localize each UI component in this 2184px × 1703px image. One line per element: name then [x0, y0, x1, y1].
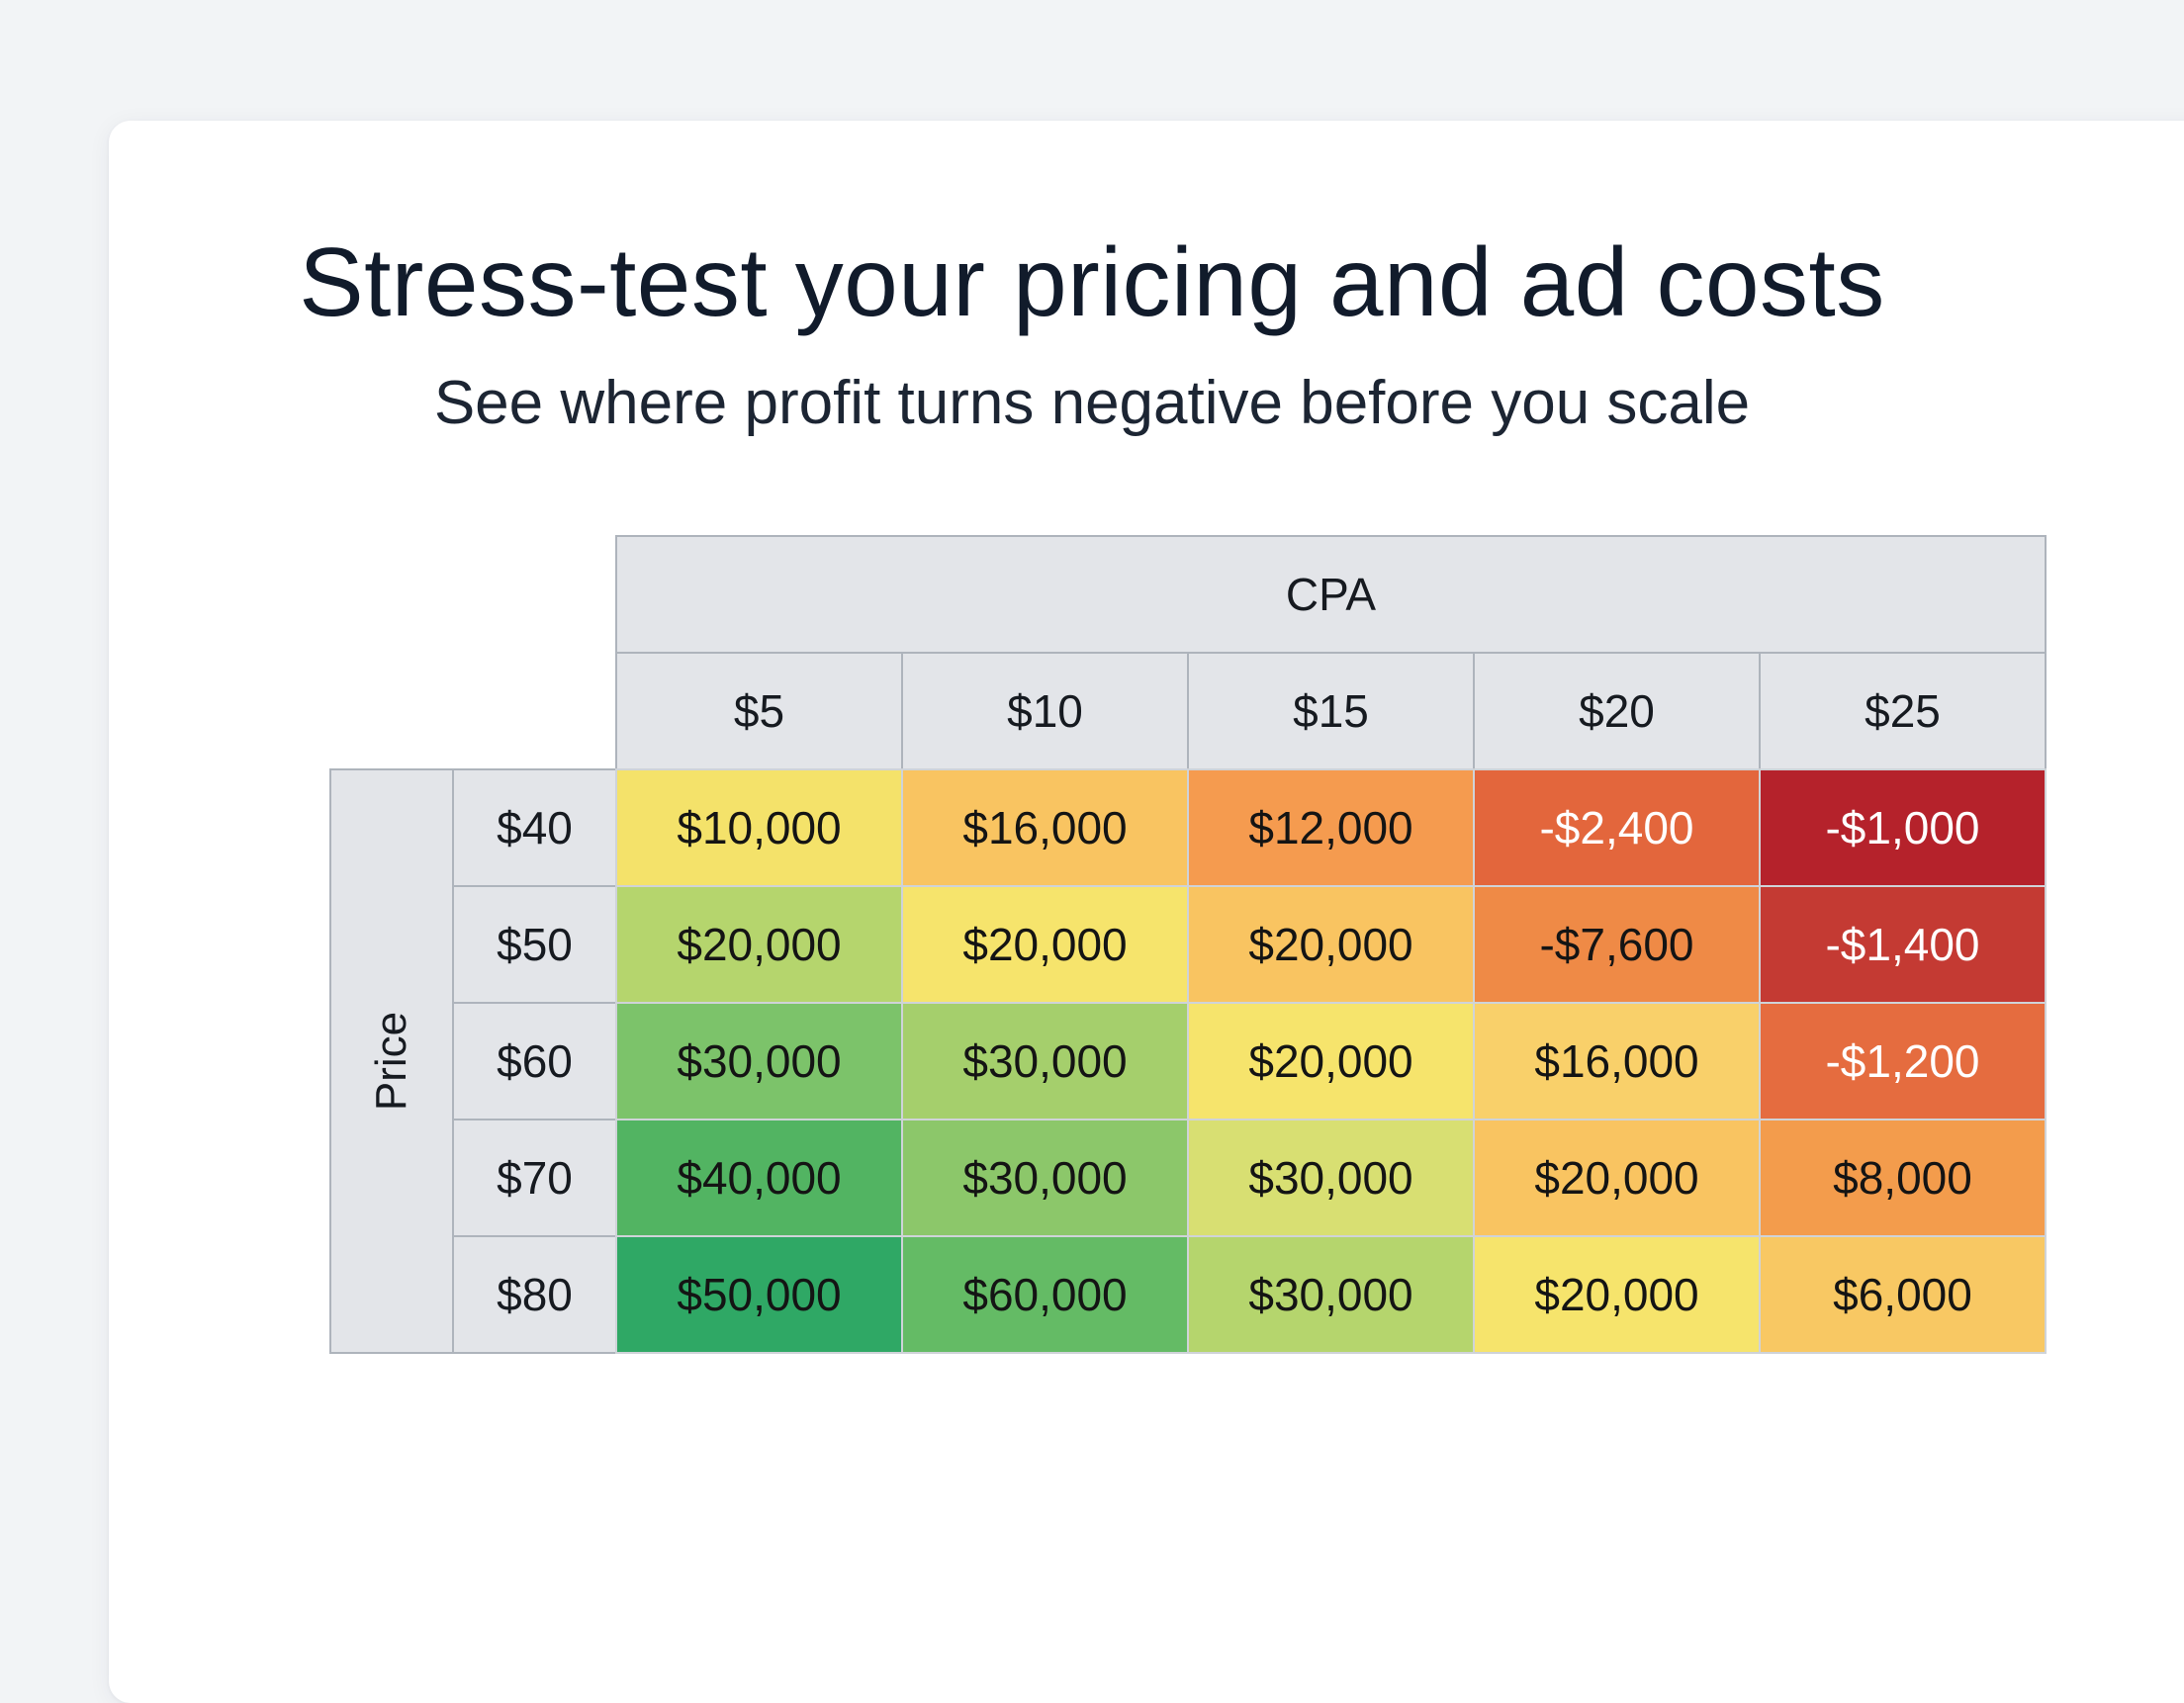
column-axis-label: CPA — [615, 535, 2047, 654]
row-axis-label: Price — [367, 1011, 415, 1112]
row-header: $70 — [452, 1119, 617, 1237]
heatmap-cell: -$1,400 — [1759, 885, 2047, 1004]
heatmap-cell: $6,000 — [1759, 1235, 2047, 1354]
heatmap-cell: $20,000 — [1473, 1119, 1761, 1237]
heatmap-cell: $60,000 — [901, 1235, 1189, 1354]
heatmap-cell: $40,000 — [615, 1119, 903, 1237]
heatmap-cell: $20,000 — [615, 885, 903, 1004]
heatmap-cell: $20,000 — [1473, 1235, 1761, 1354]
page-title: Stress-test your pricing and ad costs — [299, 227, 1885, 336]
row-header: $50 — [452, 885, 617, 1004]
heatmap-cell: $20,000 — [1187, 1002, 1475, 1120]
row-axis-block: Price — [329, 768, 454, 1354]
heatmap-cell: $12,000 — [1187, 768, 1475, 887]
column-header: $5 — [615, 652, 903, 770]
heatmap-cell: $30,000 — [901, 1119, 1189, 1237]
heatmap-cell: -$7,600 — [1473, 885, 1761, 1004]
heatmap-cell: $30,000 — [1187, 1235, 1475, 1354]
row-header: $60 — [452, 1002, 617, 1120]
heatmap-cell: -$1,000 — [1759, 768, 2047, 887]
row-header: $40 — [452, 768, 617, 887]
row-header: $80 — [452, 1235, 617, 1354]
heatmap-cell: $10,000 — [615, 768, 903, 887]
heatmap-cell: $16,000 — [901, 768, 1189, 887]
heatmap-cell: $30,000 — [615, 1002, 903, 1120]
heatmap-cell: $20,000 — [901, 885, 1189, 1004]
heatmap-cell: -$2,400 — [1473, 768, 1761, 887]
page-subtitle: See where profit turns negative before y… — [433, 369, 1751, 437]
heatmap-cell: -$1,200 — [1759, 1002, 2047, 1120]
heatmap-cell: $8,000 — [1759, 1119, 2047, 1237]
heatmap-cell: $16,000 — [1473, 1002, 1761, 1120]
column-header: $25 — [1759, 652, 2047, 770]
column-header: $20 — [1473, 652, 1761, 770]
heatmap-cell: $20,000 — [1187, 885, 1475, 1004]
column-header: $15 — [1187, 652, 1475, 770]
heatmap-cell: $50,000 — [615, 1235, 903, 1354]
heatmap-cell: $30,000 — [901, 1002, 1189, 1120]
heatmap-cell: $30,000 — [1187, 1119, 1475, 1237]
column-header: $10 — [901, 652, 1189, 770]
